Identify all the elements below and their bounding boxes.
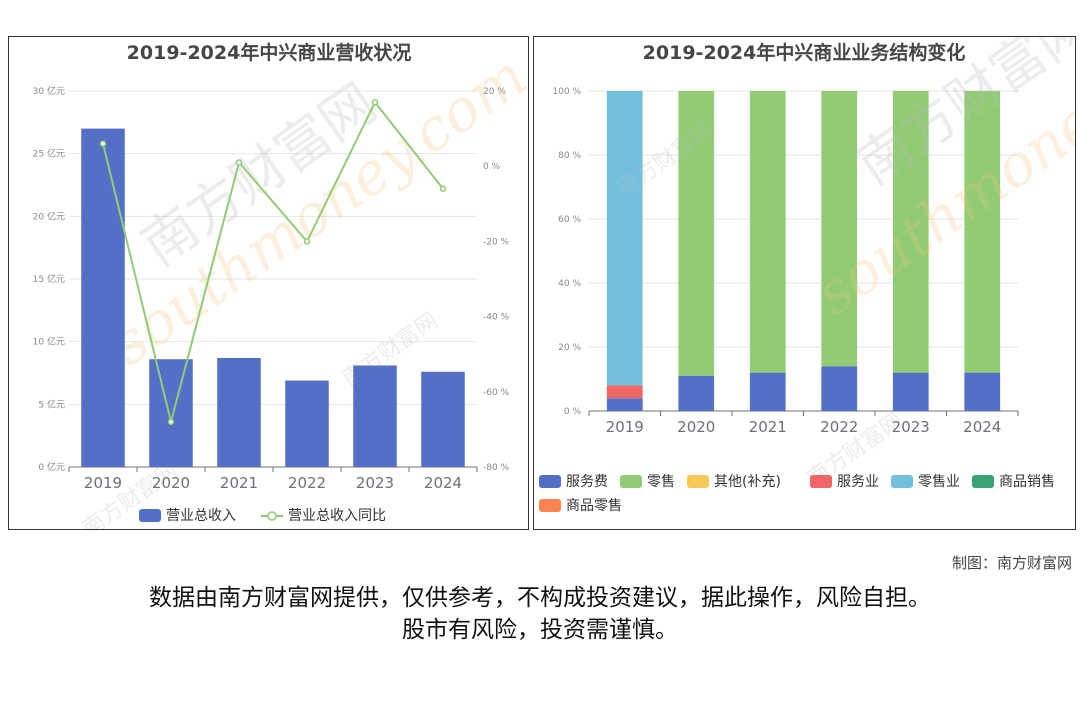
legend-swatch xyxy=(539,475,561,488)
x-tick-label: 2024 xyxy=(963,418,1001,436)
y-tick-label: 0 % xyxy=(564,407,582,417)
disclaimer-line-2: 股市有风险，投资需谨慎。 xyxy=(402,617,678,643)
right-tick-label: 0 % xyxy=(483,162,501,172)
revenue-chart: 2019-2024年中兴商业营收状况 0 亿元 5 亿元 10 亿元 15 亿元 20 亿… xyxy=(33,41,528,529)
legend-label: 服务费 xyxy=(566,474,608,490)
disclaimer-line-1: 数据由南方财富网提供，仅供参考，不构成投资建议，据此操作，风险自担。 xyxy=(149,585,931,611)
legend-label: 营业总收入 xyxy=(166,508,236,524)
chart-credit: 制图：南方财富网 xyxy=(951,554,1072,572)
stacked-bar-segment xyxy=(606,91,643,386)
legend-swatch xyxy=(620,475,642,488)
legend-swatch xyxy=(891,475,913,488)
stacked-bar-segment xyxy=(964,91,1001,373)
yoy-line xyxy=(102,100,444,423)
stacked-bar-segment xyxy=(892,372,929,411)
left-tick-label: 5 亿元 xyxy=(38,398,65,410)
left-tick-label: 10 亿元 xyxy=(33,336,65,348)
legend-swatch xyxy=(972,475,994,488)
y-tick-label: 40 % xyxy=(558,279,581,289)
x-tick-label: 2023 xyxy=(892,418,930,436)
x-tick-label: 2020 xyxy=(152,474,190,492)
right-tick-label: -40 % xyxy=(483,313,510,323)
x-tick-label: 2021 xyxy=(749,418,787,436)
chart-title: 2019-2024年中兴商业业务结构变化 xyxy=(643,41,966,64)
left-tick-label: 15 亿元 xyxy=(33,273,65,285)
right-tick-label: -20 % xyxy=(483,237,510,247)
x-tick-label: 2022 xyxy=(820,418,858,436)
legend-label: 零售 xyxy=(647,474,675,490)
yoy-point xyxy=(439,185,447,193)
legend-label: 零售业 xyxy=(918,474,960,490)
legend-swatch-yoy-dot xyxy=(267,511,277,521)
legend-label: 其他(补充) xyxy=(714,474,781,490)
left-tick-label: 0 亿元 xyxy=(38,461,65,473)
stacked-bar-segment xyxy=(749,91,786,373)
chart-title: 2019-2024年中兴商业营收状况 xyxy=(127,41,412,64)
yoy-point xyxy=(99,140,107,147)
legend-label: 商品零售 xyxy=(566,498,622,514)
legend-swatch xyxy=(539,499,561,512)
legend-label: 营业总收入同比 xyxy=(288,508,386,524)
x-tick-label: 2024 xyxy=(424,474,462,492)
legend-label: 服务业 xyxy=(837,474,879,490)
revenue-chart-panel: 2019-2024年中兴商业营收状况 0 亿元 5 亿元 10 亿元 15 亿元 20 亿… xyxy=(8,36,529,530)
revenue-bar xyxy=(149,359,193,467)
x-tick-label: 2021 xyxy=(220,474,258,492)
stacked-bar-segment xyxy=(821,91,858,367)
revenue-bar xyxy=(81,128,125,467)
stacked-bar-segment xyxy=(964,372,1001,411)
x-tick-label: 2022 xyxy=(288,474,326,492)
structure-chart-panel: 2019-2024年中兴商业业务结构变化 0 % 20 % 40 % 60 % 80 % 1… xyxy=(533,36,1076,530)
right-tick-label: 20 % xyxy=(483,87,506,97)
stacked-bar-segment xyxy=(749,372,786,411)
left-tick-label: 25 亿元 xyxy=(33,148,65,160)
y-tick-label: 80 % xyxy=(558,151,581,161)
right-tick-label: -80 % xyxy=(483,463,510,473)
x-tick-label: 2023 xyxy=(356,474,394,492)
left-tick-label: 20 亿元 xyxy=(33,210,65,222)
revenue-bar xyxy=(285,380,329,467)
legend-swatch xyxy=(687,475,709,488)
right-tick-label: -60 % xyxy=(483,388,510,398)
x-tick-label: 2019 xyxy=(606,418,644,436)
structure-chart: 2019-2024年中兴商业业务结构变化 0 % 20 % 40 % 60 % 80 % 1… xyxy=(539,37,1075,514)
stacked-bar-segment xyxy=(606,398,643,411)
legend-label: 商品销售 xyxy=(999,474,1055,490)
legend-swatch-revenue xyxy=(139,509,161,522)
revenue-bar xyxy=(217,357,261,467)
legend: 营业总收入 营业总收入同比 xyxy=(139,508,386,524)
y-tick-label: 60 % xyxy=(558,215,581,225)
y-tick-label: 100 % xyxy=(552,87,581,97)
stacked-bar-segment xyxy=(678,375,715,411)
yoy-point xyxy=(303,238,311,245)
y-tick-label: 20 % xyxy=(558,343,581,353)
yoy-point xyxy=(371,99,379,106)
x-tick-label: 2019 xyxy=(84,474,122,492)
stacked-bar-segment xyxy=(678,91,715,376)
legend-swatch xyxy=(810,475,832,488)
left-tick-label: 30 亿元 xyxy=(33,85,65,97)
stacked-bar-segment xyxy=(606,385,643,399)
stacked-bar-segment xyxy=(892,91,929,373)
stacked-bar-segment xyxy=(821,366,858,411)
x-tick-label: 2020 xyxy=(677,418,715,436)
revenue-bar xyxy=(353,365,397,467)
yoy-point xyxy=(167,418,175,426)
yoy-point xyxy=(235,159,243,166)
revenue-bar xyxy=(421,371,465,467)
